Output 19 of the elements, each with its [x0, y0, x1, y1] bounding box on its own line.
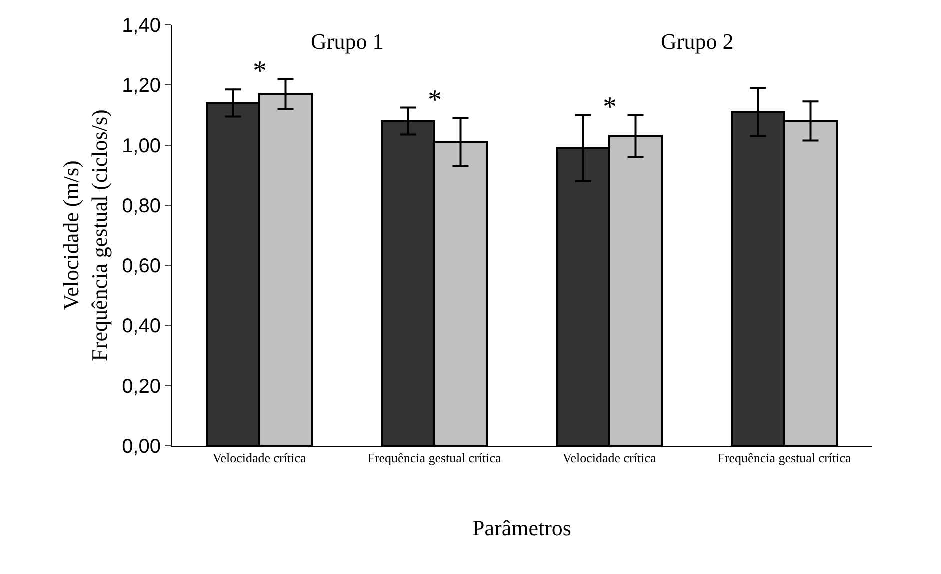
y-tick-label: 0,60: [122, 256, 161, 278]
x-axis-title: Parâmetros: [472, 516, 572, 540]
x-tick-label: Frequência gestual crítica: [368, 450, 502, 466]
annotation: Grupo 1: [311, 29, 384, 54]
annotation: Grupo 2: [661, 29, 734, 54]
y-tick-label: 1,40: [122, 15, 161, 37]
y-tick-label: 1,00: [122, 135, 161, 158]
y-tick-label: 0,00: [122, 436, 161, 458]
x-tick-label: Velocidade crítica: [562, 450, 656, 466]
annotation: *: [603, 92, 617, 123]
y-tick-label: 0,80: [122, 195, 161, 218]
annotation: *: [428, 85, 442, 116]
y-tick-label: 0,20: [122, 376, 161, 398]
y-axis-title: Velocidade (m/s) Frequência gestual (ciclos/s): [58, 110, 112, 362]
y-tick-label: 0,40: [122, 316, 161, 338]
annotation: *: [253, 56, 267, 87]
y-tick-label: 1,20: [122, 75, 161, 98]
x-tick-label: Frequência gestual crítica: [718, 450, 852, 466]
x-tick-label: Velocidade crítica: [212, 450, 306, 466]
